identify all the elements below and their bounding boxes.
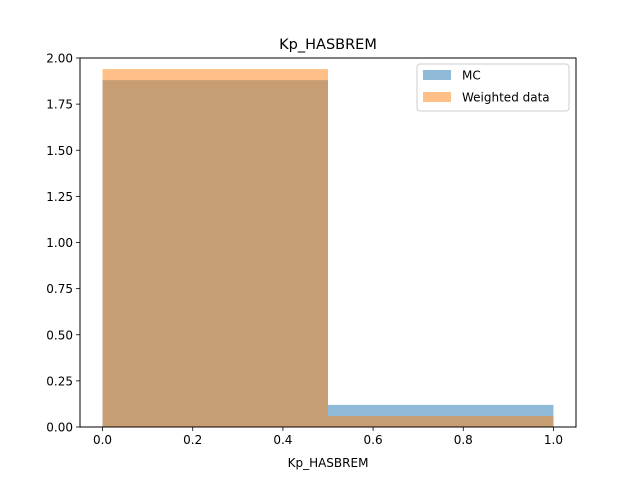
legend-label: MC [462, 69, 481, 83]
legend-label: Weighted data [462, 91, 550, 105]
chart-title: Kp_HASBREM [279, 37, 377, 53]
x-tick-label: 0.0 [93, 433, 112, 447]
y-tick-label: 1.00 [46, 236, 73, 250]
y-tick-label: 1.25 [46, 190, 73, 204]
y-axis-ticks: 0.00 0.25 0.50 0.75 1.00 1.25 1.50 1.75 2.00 [46, 52, 80, 435]
y-tick-label: 1.50 [46, 144, 73, 158]
y-tick-label: 1.75 [46, 98, 73, 112]
y-tick-label: 0.75 [46, 282, 73, 296]
x-tick-label: 1.0 [544, 433, 563, 447]
bar-series-1-bin-1 [328, 415, 554, 427]
x-tick-label: 0.2 [183, 433, 202, 447]
y-tick-label: 0.50 [46, 328, 73, 342]
legend-swatch [423, 70, 451, 80]
x-tick-label: 0.8 [454, 433, 473, 447]
x-tick-label: 0.4 [273, 433, 292, 447]
legend-box [416, 63, 570, 112]
x-tick-label: 0.6 [364, 433, 383, 447]
y-tick-label: 2.00 [46, 52, 73, 66]
bar-series-1-bin-0 [102, 69, 328, 427]
legend-swatch [423, 92, 451, 102]
x-axis-label: Kp_HASBREM [288, 456, 369, 470]
histogram-bars [102, 69, 554, 427]
x-axis-ticks: 0.0 0.2 0.4 0.6 0.8 1.0 [93, 427, 563, 447]
y-tick-label: 0.25 [46, 374, 73, 388]
y-tick-label: 0.00 [46, 421, 73, 435]
legend: MC Weighted data [416, 63, 570, 112]
